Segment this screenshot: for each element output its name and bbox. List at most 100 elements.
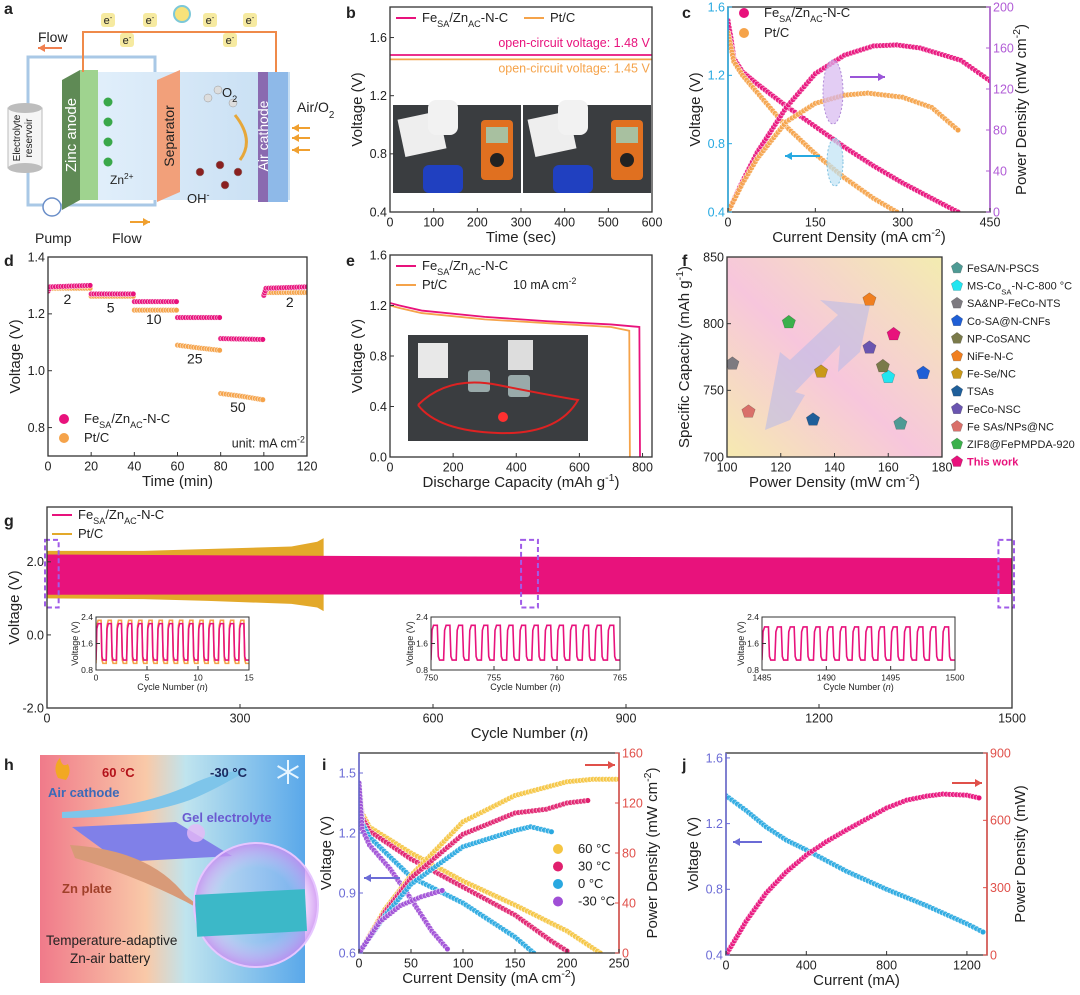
photo-dial <box>490 153 504 167</box>
panel-a-schematic: e-e-e-e-e-e- Flow Flow Pump Electrolyte reser… <box>7 5 334 246</box>
y2-tick-label: 200 <box>993 0 1014 14</box>
y-tick-label: 1.0 <box>28 364 45 378</box>
legend-label: This work <box>967 457 1019 469</box>
legend-item[interactable]: Pt/C <box>739 25 789 40</box>
x-tick-label: 400 <box>796 959 817 973</box>
y-tick-label: 1.6 <box>706 751 723 765</box>
hydrogel-block <box>194 889 308 937</box>
y-axis-label: Voltage (V) <box>736 621 746 666</box>
x-tick-label: 1495 <box>881 673 900 683</box>
photo-led <box>498 412 508 422</box>
legend-item[interactable]: Pt/C <box>524 10 575 25</box>
legend-item[interactable]: Fe-Se/NC <box>950 367 1016 381</box>
zinc-ion-icon <box>103 117 113 127</box>
plot-area <box>728 17 990 212</box>
legend-item[interactable]: FeSA/N-PSCS <box>950 261 1039 275</box>
legend-item[interactable]: NiFe-N-C <box>950 349 1013 363</box>
panel-h-schematic: 60 °C -30 °C Air cathode Gel electrolyte Zn … <box>40 755 319 983</box>
electron-badge <box>120 33 134 47</box>
legend-item[interactable]: Pt/C <box>396 277 447 292</box>
legend-item[interactable]: FeSA/ZnAC-N-C <box>396 258 508 277</box>
reservoir-body <box>7 107 43 169</box>
panel-g3: 1485 1490 1495 1500 0.8 1.6 2.4 Cycle Number (n… <box>736 612 965 692</box>
legend-item[interactable]: 30 °C <box>553 859 611 874</box>
series-fe-sa-zn-ac-n-c-line <box>762 626 955 661</box>
legend-label: NP-CoSANC <box>967 333 1031 345</box>
highlight-box <box>44 538 60 609</box>
annotation: unit: mA cm-2 <box>232 434 305 450</box>
photo-multimeter-screen <box>486 127 508 143</box>
x-axis-label: Current Density (mA cm-2) <box>402 968 576 987</box>
legend-marker-icon <box>553 879 563 889</box>
y-tick-label: 1.6 <box>81 638 93 648</box>
legend-item[interactable]: FeSA/ZnAC-N-C <box>59 411 170 430</box>
x-tick-label: 0 <box>387 216 394 230</box>
x-tick-label: 250 <box>609 957 630 971</box>
photo-cell <box>508 375 530 397</box>
legend-item[interactable]: This work <box>950 455 1019 469</box>
legend-item[interactable]: -30 °C <box>553 894 615 909</box>
x-tick-label: 750 <box>424 673 438 683</box>
legend-item[interactable]: TSAs <box>950 384 994 398</box>
y-tick-label: 2.4 <box>416 612 428 622</box>
series-fe-sa-zn-ac-n-c-band <box>47 554 1012 595</box>
highlight-box <box>520 538 539 609</box>
legend-marker-icon <box>553 861 563 872</box>
legend-item[interactable]: Pt/C <box>52 526 103 541</box>
legend-label: Pt/C <box>550 10 575 25</box>
x-tick-label: 15 <box>244 673 254 683</box>
legend-item[interactable]: FeSA/ZnAC-N-C <box>739 5 850 24</box>
legend-item[interactable]: ZIF8@FePMPDA-920 <box>950 437 1075 451</box>
annotation: 50 <box>230 399 246 415</box>
plot-frame <box>46 506 1013 709</box>
legend-pentagon-icon <box>950 455 964 467</box>
legend-item[interactable]: NP-CoSANC <box>950 332 1031 345</box>
legend-item[interactable]: FeSA/ZnAC-N-C <box>52 507 164 526</box>
y-tick-label: 1.2 <box>370 89 387 103</box>
x-tick-label: 765 <box>613 673 627 683</box>
photo-bottle <box>558 100 588 135</box>
arrow-right-icon <box>585 761 615 769</box>
power-curve-highlight <box>822 59 844 125</box>
photo-wire <box>417 381 580 435</box>
legend-item[interactable]: Fe SAs/NPs@NC <box>950 420 1054 433</box>
x-tick-label: 100 <box>423 216 444 230</box>
x-tick-label: 1500 <box>946 673 965 683</box>
x-axis-label: Time (sec) <box>486 229 556 246</box>
y2-tick-label: 40 <box>622 896 636 910</box>
legend-label: FeSA/ZnAC-N-C <box>78 507 164 526</box>
air-cathode-label: Air cathode <box>48 785 120 800</box>
arrow-head <box>38 44 45 52</box>
legend-item[interactable]: MS-CoSA-N-C-800 °C <box>950 279 1072 297</box>
legend-item[interactable]: FeSA/ZnAC-N-C <box>396 10 508 29</box>
annotation: 10 <box>146 311 162 327</box>
x-tick-label: 600 <box>569 461 590 475</box>
photo-cell <box>468 370 490 392</box>
legend-item[interactable]: FeCo-NSC <box>950 402 1021 416</box>
legend-item[interactable]: 0 °C <box>553 876 603 891</box>
series-pt-c-marker <box>303 289 307 296</box>
series-pt-c-marker <box>173 307 180 314</box>
trend-arrow-icon <box>765 300 870 430</box>
legend-item[interactable]: 60 °C <box>553 841 611 856</box>
hydroxide-label: OH- <box>187 190 210 206</box>
photo-bottle <box>508 340 533 370</box>
series-pt-c-line <box>390 304 631 457</box>
y-tick-label: 700 <box>703 450 724 464</box>
series-0-c-voltage-marker <box>530 949 537 953</box>
arrow-left-icon <box>785 152 820 160</box>
molecule-icon <box>195 167 205 177</box>
panel-letter-g: g <box>4 513 14 530</box>
legend-item[interactable]: Co-SA@N-CNFs <box>950 314 1051 328</box>
y-tick-label: 1.6 <box>708 0 725 14</box>
y-tick-label: 1.6 <box>747 638 759 648</box>
legend-item[interactable]: SA&NP-FeCo-NTS <box>950 296 1061 310</box>
electron-label: e- <box>206 13 215 28</box>
x-tick-label: 0 <box>45 460 52 474</box>
zinc-ion-label: Zn2+ <box>110 171 134 187</box>
legend-pentagon-icon <box>950 314 964 327</box>
x-tick-label: 0 <box>723 959 730 973</box>
legend-pentagon-icon <box>950 349 964 362</box>
legend-item[interactable]: Pt/C <box>59 430 109 445</box>
x-axis-label: Cycle Number (n) <box>137 682 208 692</box>
